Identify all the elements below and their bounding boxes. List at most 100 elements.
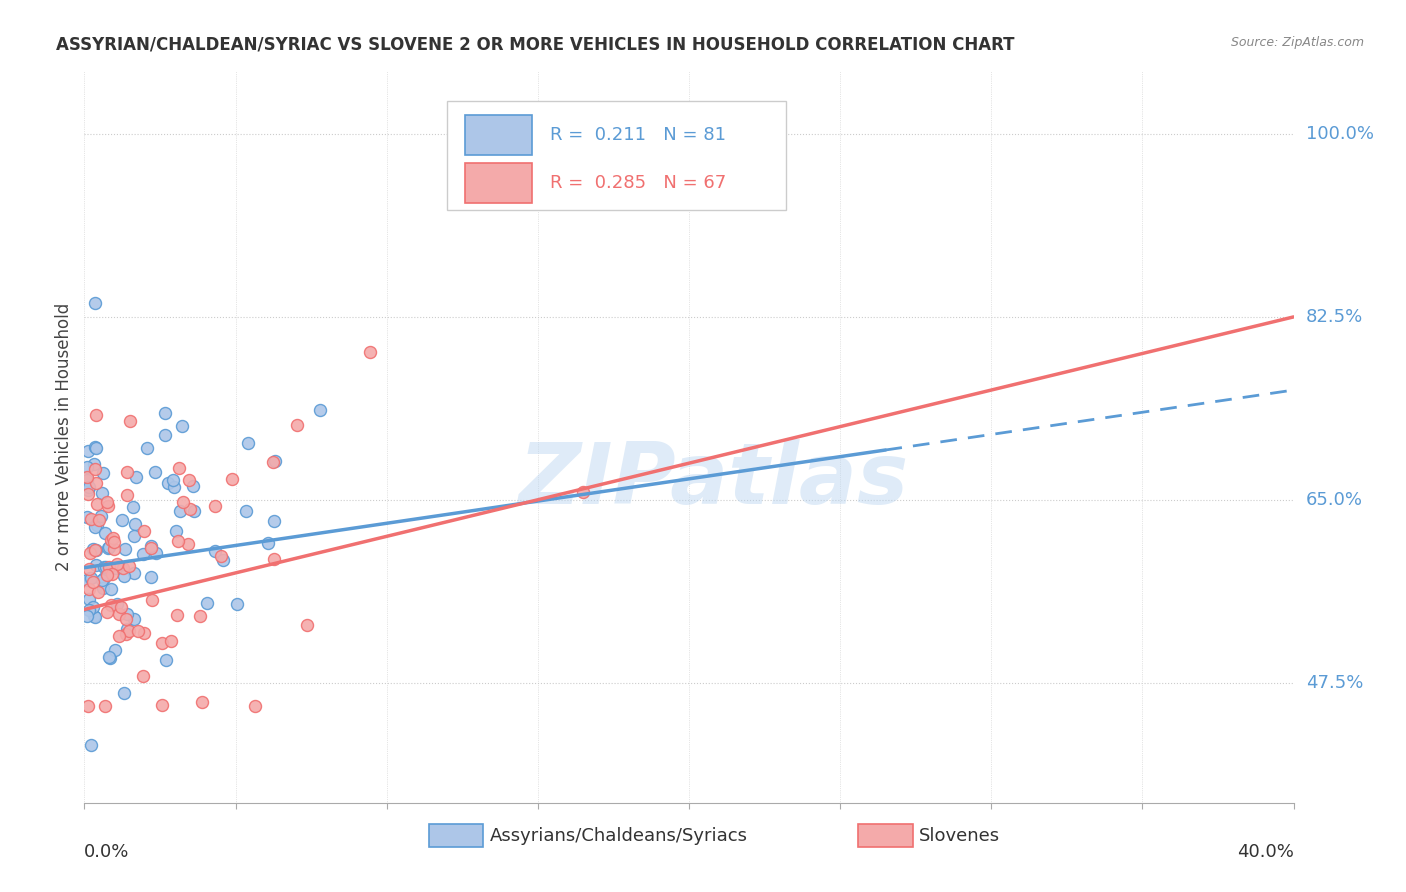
Point <box>93 525 115 540</box>
Point <box>145 546 167 560</box>
Text: 40.0%: 40.0% <box>1237 843 1294 861</box>
Point <box>108 629 131 643</box>
Point <box>97 500 120 514</box>
Point <box>190 695 212 709</box>
Point <box>79 571 101 585</box>
Point <box>183 504 205 518</box>
Point <box>84 296 107 310</box>
Point <box>132 547 155 561</box>
Point <box>91 485 114 500</box>
Bar <box>429 824 484 847</box>
Point <box>132 524 155 538</box>
Point <box>104 561 127 575</box>
Point <box>139 569 162 583</box>
Point <box>107 597 129 611</box>
Point <box>101 532 124 546</box>
Point <box>134 625 156 640</box>
Point <box>263 552 285 566</box>
Point <box>84 409 107 423</box>
Point <box>84 462 107 476</box>
Point <box>122 500 145 514</box>
Point <box>76 459 98 474</box>
Point <box>98 560 121 574</box>
Point <box>117 465 139 479</box>
Point <box>77 562 100 576</box>
Point <box>209 549 232 563</box>
Point <box>94 699 117 714</box>
Point <box>166 607 188 622</box>
Point <box>179 501 201 516</box>
Point <box>82 574 104 589</box>
Point <box>80 512 103 526</box>
Point <box>83 542 105 557</box>
Point <box>76 608 98 623</box>
Point <box>124 517 146 532</box>
Point <box>100 533 122 547</box>
Point <box>115 627 138 641</box>
Point <box>359 344 381 359</box>
Point <box>262 455 284 469</box>
Point <box>172 495 194 509</box>
Point <box>170 418 193 433</box>
Text: R =  0.211   N = 81: R = 0.211 N = 81 <box>550 127 725 145</box>
Point <box>117 624 139 638</box>
Point <box>83 457 105 471</box>
Point <box>96 495 118 509</box>
Point <box>264 454 287 468</box>
Point <box>188 608 211 623</box>
Point <box>91 466 114 480</box>
Point <box>91 581 114 595</box>
Y-axis label: 2 or more Vehicles in Household: 2 or more Vehicles in Household <box>55 303 73 571</box>
Bar <box>858 824 912 847</box>
Bar <box>465 162 531 203</box>
Point <box>157 476 180 491</box>
Point <box>112 569 135 583</box>
Point <box>122 529 145 543</box>
Point <box>86 518 108 533</box>
Point <box>124 612 146 626</box>
Text: R =  0.285   N = 67: R = 0.285 N = 67 <box>550 174 725 192</box>
Point <box>141 539 163 553</box>
Point <box>98 651 121 665</box>
Point <box>97 541 120 556</box>
Point <box>236 436 259 450</box>
Point <box>153 428 176 442</box>
Point <box>105 557 128 571</box>
Point <box>93 571 115 585</box>
Point <box>84 441 107 455</box>
Text: 0.0%: 0.0% <box>84 843 129 861</box>
Point <box>117 607 139 621</box>
Point <box>235 504 257 518</box>
Point <box>77 444 100 458</box>
Point <box>112 560 135 574</box>
Point <box>103 541 125 556</box>
Point <box>82 600 104 615</box>
Point <box>79 582 101 596</box>
Text: Assyrians/Chaldeans/Syriacs: Assyrians/Chaldeans/Syriacs <box>489 827 748 845</box>
Point <box>122 566 145 581</box>
Text: Source: ZipAtlas.com: Source: ZipAtlas.com <box>1230 36 1364 49</box>
Point <box>309 403 332 417</box>
Point <box>97 540 120 554</box>
Point <box>155 653 177 667</box>
Point <box>82 542 104 557</box>
Point <box>87 513 110 527</box>
Point <box>118 414 141 428</box>
FancyBboxPatch shape <box>447 101 786 211</box>
Point <box>136 441 159 455</box>
Point <box>77 487 100 501</box>
Point <box>104 643 127 657</box>
Point <box>77 698 100 713</box>
Point <box>263 514 285 528</box>
Point <box>114 542 136 557</box>
Point <box>243 699 266 714</box>
Point <box>204 499 226 513</box>
Point <box>169 503 191 517</box>
Point <box>86 496 108 510</box>
Point <box>80 738 103 752</box>
Point <box>86 558 108 573</box>
Point <box>221 472 243 486</box>
Text: Slovenes: Slovenes <box>918 827 1000 845</box>
Text: ASSYRIAN/CHALDEAN/SYRIAC VS SLOVENE 2 OR MORE VEHICLES IN HOUSEHOLD CORRELATION : ASSYRIAN/CHALDEAN/SYRIAC VS SLOVENE 2 OR… <box>56 36 1015 54</box>
Point <box>110 513 132 527</box>
